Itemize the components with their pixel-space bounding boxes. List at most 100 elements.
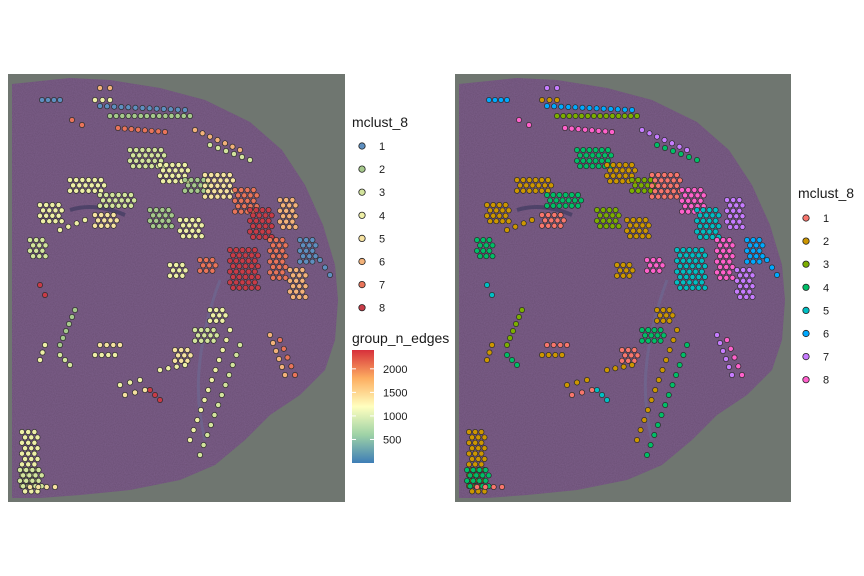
spot bbox=[499, 484, 505, 490]
spot bbox=[165, 207, 172, 213]
spot bbox=[210, 337, 217, 344]
spot bbox=[617, 267, 624, 274]
spot bbox=[104, 212, 111, 218]
spot bbox=[694, 192, 701, 199]
spot bbox=[245, 268, 252, 275]
spot bbox=[743, 283, 750, 290]
spot bbox=[613, 167, 620, 174]
spot bbox=[46, 207, 53, 214]
spot bbox=[268, 212, 275, 219]
spot bbox=[743, 272, 750, 279]
spot bbox=[107, 217, 114, 224]
spot bbox=[613, 178, 620, 185]
spot bbox=[92, 97, 98, 103]
spot bbox=[222, 382, 229, 388]
spot bbox=[724, 207, 730, 214]
spot bbox=[303, 247, 310, 254]
spot bbox=[292, 202, 299, 209]
spot bbox=[104, 222, 111, 229]
spot bbox=[489, 242, 496, 249]
spot bbox=[213, 307, 220, 313]
spot bbox=[239, 279, 246, 286]
spot bbox=[309, 247, 316, 254]
spot bbox=[744, 247, 750, 254]
spot bbox=[309, 258, 316, 265]
spot bbox=[695, 284, 702, 291]
spot bbox=[589, 387, 595, 393]
spot bbox=[737, 272, 744, 279]
spot bbox=[486, 349, 493, 356]
spot bbox=[578, 113, 585, 119]
spot bbox=[586, 157, 593, 164]
spot bbox=[187, 352, 194, 359]
spot bbox=[248, 263, 255, 270]
spot bbox=[206, 262, 213, 269]
spot bbox=[510, 328, 516, 334]
spot bbox=[686, 268, 693, 275]
spot bbox=[297, 258, 303, 265]
spot bbox=[267, 332, 273, 338]
spot bbox=[484, 357, 490, 363]
spot bbox=[645, 222, 652, 229]
colorbar-title: group_n_edges bbox=[352, 330, 449, 346]
legend-key bbox=[802, 306, 810, 314]
spot bbox=[594, 387, 600, 393]
spot bbox=[253, 228, 260, 235]
spot bbox=[730, 197, 737, 203]
spot bbox=[723, 274, 730, 281]
spot bbox=[691, 197, 698, 204]
spot bbox=[485, 472, 492, 479]
spot bbox=[148, 127, 155, 134]
spot bbox=[205, 188, 212, 195]
spot bbox=[195, 227, 202, 234]
spot bbox=[52, 218, 59, 225]
spot bbox=[250, 212, 257, 219]
spot bbox=[701, 263, 708, 270]
spot bbox=[132, 389, 138, 396]
spot bbox=[476, 477, 483, 484]
spot bbox=[279, 364, 285, 370]
spot bbox=[130, 163, 137, 170]
spot bbox=[650, 257, 657, 263]
legend-key bbox=[358, 234, 366, 242]
spot bbox=[612, 217, 619, 224]
spot bbox=[156, 212, 163, 219]
spot bbox=[562, 125, 568, 131]
spot bbox=[203, 257, 210, 263]
spot bbox=[626, 272, 633, 279]
legend-key bbox=[802, 214, 810, 222]
spot bbox=[677, 263, 684, 270]
spot bbox=[49, 212, 56, 219]
spot bbox=[256, 212, 263, 219]
spot bbox=[46, 218, 53, 225]
spot bbox=[628, 352, 635, 359]
spot bbox=[474, 237, 480, 243]
spot bbox=[45, 97, 51, 103]
spot bbox=[568, 125, 575, 132]
spot bbox=[29, 477, 36, 484]
spot bbox=[584, 113, 591, 119]
spot bbox=[106, 197, 113, 204]
spot bbox=[470, 467, 477, 473]
spot bbox=[22, 456, 29, 462]
spot bbox=[203, 267, 210, 274]
spot bbox=[109, 192, 116, 198]
spot bbox=[118, 197, 125, 204]
spot bbox=[620, 262, 627, 268]
spot bbox=[612, 365, 619, 372]
spot bbox=[250, 197, 257, 204]
spot bbox=[312, 253, 319, 260]
spot bbox=[658, 412, 665, 418]
spot bbox=[568, 202, 575, 209]
spot bbox=[474, 247, 480, 254]
spot bbox=[737, 283, 744, 290]
spot bbox=[233, 268, 240, 275]
spot bbox=[127, 157, 133, 164]
spot bbox=[65, 223, 72, 230]
spot bbox=[620, 272, 627, 279]
spot bbox=[208, 172, 215, 178]
spot bbox=[137, 113, 144, 119]
spot bbox=[37, 282, 43, 288]
spot bbox=[592, 157, 599, 164]
spot bbox=[736, 218, 743, 225]
